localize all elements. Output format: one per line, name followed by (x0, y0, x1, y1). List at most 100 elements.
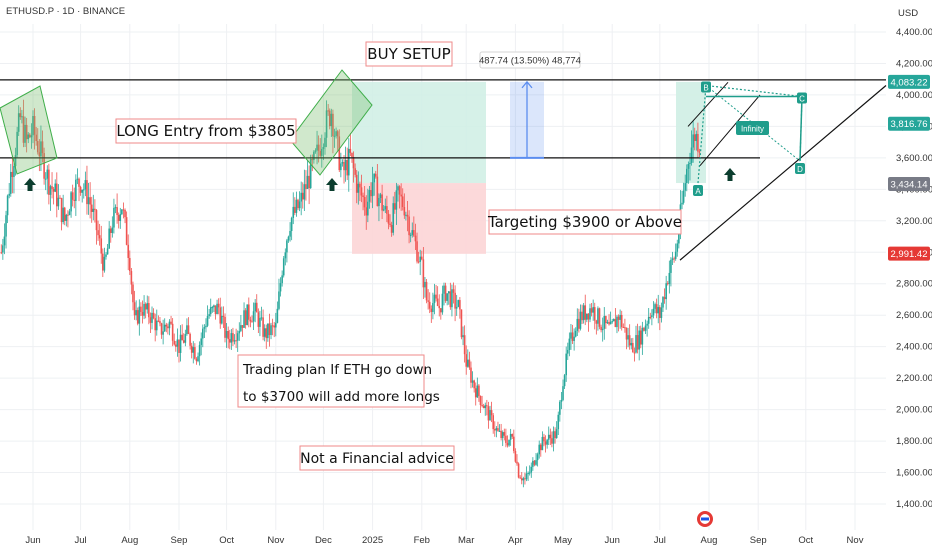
candle-body (144, 303, 147, 310)
candle-body (179, 334, 182, 353)
candle-body (479, 396, 482, 406)
candle-body (616, 316, 618, 328)
candle-body (584, 305, 587, 320)
pattern-zone (676, 81, 706, 184)
y-tick-label: 3,200.00 (896, 216, 932, 227)
candle-body (403, 207, 406, 216)
candle-body (398, 186, 401, 195)
candle-body (509, 434, 512, 440)
buy-setup-annotation[interactable]: BUY SETUP (365, 41, 453, 67)
candle-body (255, 302, 258, 313)
candle-body (152, 312, 155, 319)
candle-body (41, 141, 44, 154)
candle-body (111, 227, 114, 233)
candle-body (24, 124, 26, 143)
candle-body (314, 150, 317, 152)
candle-body (592, 307, 594, 313)
candle-body (562, 386, 564, 400)
candle-body (181, 334, 183, 341)
candle-body (305, 184, 307, 189)
candle-body (394, 203, 396, 210)
candle-body (381, 194, 383, 211)
candle-body (132, 284, 134, 303)
candle-body (595, 320, 598, 324)
candle-body (17, 113, 20, 132)
candle-body (586, 313, 588, 320)
candle-body (471, 380, 474, 383)
candle-body (81, 189, 83, 193)
candle-body (568, 338, 571, 350)
candle-body (170, 321, 172, 324)
x-tick-label: Aug (701, 535, 718, 546)
harmonic-point-label: A (695, 187, 701, 196)
candle-body (216, 303, 218, 315)
candle-body (508, 439, 510, 446)
candle-body (157, 320, 160, 322)
candle-body (102, 253, 104, 271)
candle-body (225, 330, 228, 338)
candle-body (32, 116, 34, 136)
candle-body (70, 192, 72, 212)
candle-body (349, 148, 352, 153)
candle-body (351, 152, 353, 158)
targeting-annotation[interactable]: Targeting $3900 or Above (487, 209, 682, 235)
candle-body (382, 209, 385, 211)
candle-body (228, 339, 231, 343)
candle-body (273, 325, 276, 328)
candle-body (347, 148, 350, 176)
candle-body (257, 312, 260, 327)
x-tick-label: Jun (25, 535, 40, 546)
candle-body (60, 198, 63, 223)
candle-body (89, 197, 91, 205)
candle-body (241, 325, 244, 328)
x-tick-label: 2025 (362, 535, 383, 546)
candle-body (468, 359, 471, 368)
price-tag (888, 246, 930, 261)
candle-body (495, 428, 498, 431)
candle-body (78, 178, 80, 187)
candle-body (138, 306, 141, 324)
candle-body (295, 199, 298, 213)
candle-body (425, 281, 428, 301)
candle-body (374, 173, 377, 177)
candle-body (598, 308, 601, 327)
candle-body (430, 308, 433, 313)
candle-body (360, 187, 363, 196)
y-tick-label: 1,400.00 (896, 499, 932, 510)
candle-body (57, 197, 60, 207)
candle-body (435, 294, 437, 299)
harmonic-point-badge (701, 81, 711, 93)
candle-body (467, 359, 469, 367)
candle-body (482, 405, 485, 409)
candle-body (3, 236, 6, 246)
candle-body (27, 134, 30, 140)
trading-plan-annotation[interactable]: Trading plan If ETH go down to $3700 wil… (237, 354, 440, 408)
candle-body (395, 190, 398, 210)
x-tick-label: Jul (75, 535, 87, 546)
candle-body (16, 131, 18, 156)
y-tick-label: 2,600.00 (896, 310, 932, 321)
disclaimer-annotation[interactable]: Not a Financial advice (299, 445, 455, 471)
candle-body (506, 442, 509, 446)
up-arrow-icon (24, 178, 36, 191)
candle-body (279, 283, 282, 292)
candle-body (308, 175, 310, 189)
candle-body (206, 316, 209, 326)
candle-body (211, 307, 214, 309)
candle-body (593, 307, 596, 321)
candle-body (543, 436, 545, 442)
candle-body (324, 137, 326, 148)
long-entry-annotation[interactable]: LONG Entry from $3805 (115, 118, 297, 144)
candle-body (520, 478, 523, 481)
candle-body (525, 473, 528, 480)
y-tick-label: 2,000.00 (896, 405, 932, 416)
y-tick-label: 1,600.00 (896, 468, 932, 479)
candle-body (519, 477, 521, 479)
candle-body (633, 352, 636, 354)
x-tick-label: Jun (605, 535, 620, 546)
candle-body (113, 207, 115, 228)
candle-body (6, 195, 9, 216)
candle-body (333, 135, 336, 137)
harmonic-point-label: B (703, 83, 708, 92)
